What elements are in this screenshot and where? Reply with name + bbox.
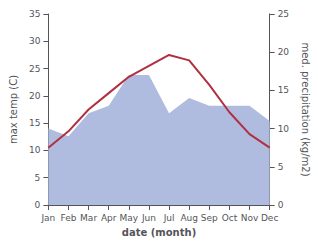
- svg-text:Feb: Feb: [61, 213, 77, 223]
- svg-text:Sep: Sep: [201, 213, 218, 223]
- svg-text:max temp (C): max temp (C): [8, 75, 19, 144]
- svg-text:30: 30: [29, 36, 41, 46]
- svg-text:20: 20: [278, 47, 290, 57]
- svg-text:35: 35: [29, 9, 40, 19]
- svg-text:15: 15: [29, 118, 40, 128]
- svg-text:date (month): date (month): [122, 227, 196, 238]
- svg-text:May: May: [120, 213, 139, 223]
- svg-text:Jun: Jun: [141, 213, 156, 223]
- svg-text:Nov: Nov: [241, 213, 259, 223]
- svg-text:Apr: Apr: [101, 213, 117, 223]
- svg-text:10: 10: [29, 145, 41, 155]
- svg-text:0: 0: [278, 200, 284, 210]
- svg-text:Mar: Mar: [80, 213, 97, 223]
- svg-text:med. precipitation (kg/m2): med. precipitation (kg/m2): [300, 42, 311, 176]
- svg-text:5: 5: [35, 173, 41, 183]
- svg-text:5: 5: [278, 162, 284, 172]
- svg-text:Jul: Jul: [163, 213, 175, 223]
- svg-text:25: 25: [29, 64, 40, 74]
- svg-text:15: 15: [278, 85, 289, 95]
- svg-text:10: 10: [278, 124, 290, 134]
- svg-text:Aug: Aug: [180, 213, 198, 223]
- svg-text:25: 25: [278, 9, 289, 19]
- svg-text:Jan: Jan: [40, 213, 55, 223]
- svg-text:20: 20: [29, 91, 41, 101]
- svg-text:Dec: Dec: [261, 213, 278, 223]
- svg-text:Oct: Oct: [222, 213, 238, 223]
- svg-text:0: 0: [35, 200, 41, 210]
